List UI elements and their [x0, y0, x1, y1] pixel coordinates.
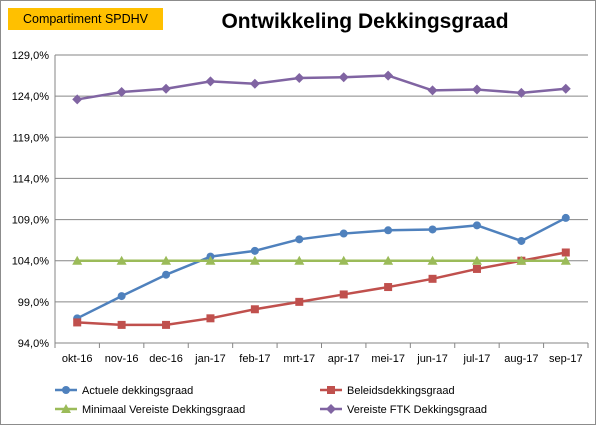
data-point — [339, 290, 348, 299]
data-point — [338, 72, 349, 83]
y-tick-label: 124,0% — [12, 91, 50, 103]
data-point — [517, 236, 526, 245]
x-tick-label: nov-16 — [105, 353, 139, 365]
data-point — [327, 386, 335, 394]
data-point — [471, 255, 482, 265]
legend-entry: Actuele dekkingsgraad — [55, 385, 193, 397]
data-point — [116, 255, 127, 265]
series-3 — [72, 255, 571, 265]
x-tick-labels: okt-16 nov-16 dec-16 jan-17 feb-17 mrt-17 apr-… — [62, 353, 583, 365]
y-tick-labels: 94,0% 99,0% 104,0% 109,0% 114,0% 119,0% 124,0%… — [12, 50, 50, 350]
data-point — [161, 83, 172, 94]
x-tick-label: jun-17 — [416, 353, 448, 365]
series-line — [77, 74, 566, 101]
series-1 — [73, 213, 570, 323]
chart-title: Ontwikkeling Dekkingsgraad — [221, 10, 509, 33]
x-tick-label: aug-17 — [504, 353, 538, 365]
data-point — [162, 270, 171, 279]
data-point — [250, 246, 259, 255]
legend-label: Minimaal Vereiste Dekkingsgraad — [82, 404, 245, 416]
legend-entry: Vereiste FTK Dekkingsgraad — [320, 404, 487, 416]
data-point — [339, 229, 348, 238]
data-point — [427, 85, 438, 96]
series-group — [72, 70, 571, 329]
data-point — [326, 404, 336, 414]
y-tick-label: 119,0% — [13, 132, 50, 144]
data-point — [384, 226, 393, 235]
series-4 — [72, 70, 571, 105]
data-point — [560, 255, 571, 265]
x-tick-label: dec-16 — [149, 353, 183, 365]
data-point — [561, 248, 570, 257]
data-point — [117, 320, 126, 329]
y-tick-label: 104,0% — [12, 256, 50, 268]
data-point — [72, 94, 83, 105]
data-point — [250, 305, 259, 314]
data-point — [62, 386, 70, 394]
data-point — [294, 73, 305, 84]
data-point — [249, 78, 260, 89]
data-point — [205, 76, 216, 87]
compartment-badge: Compartiment SPDHV — [8, 8, 163, 30]
legend-label: Vereiste FTK Dekkingsgraad — [347, 404, 487, 416]
data-point — [73, 318, 82, 327]
y-tick-label: 99,0% — [18, 297, 49, 309]
data-point — [205, 255, 216, 265]
x-tick-label: mrt-17 — [283, 353, 315, 365]
x-tick-label: jan-17 — [194, 353, 226, 365]
data-point — [383, 255, 394, 265]
axes — [54, 55, 589, 348]
data-point — [516, 255, 527, 265]
x-tick-label: jul-17 — [463, 353, 491, 365]
y-tick-label: 129,0% — [12, 50, 50, 62]
data-point — [428, 274, 437, 283]
data-point — [116, 87, 127, 98]
data-point — [560, 83, 571, 94]
data-point — [295, 297, 304, 306]
data-point — [338, 255, 349, 265]
data-point — [161, 255, 172, 265]
data-point — [249, 255, 260, 265]
data-point — [383, 70, 394, 81]
data-point — [72, 255, 83, 265]
x-tick-label: sep-17 — [549, 353, 583, 365]
data-point — [61, 404, 71, 413]
legend-entry: Minimaal Vereiste Dekkingsgraad — [55, 404, 245, 416]
data-point — [471, 84, 482, 95]
data-point — [206, 314, 215, 323]
data-point — [472, 264, 481, 273]
gridlines — [55, 54, 588, 344]
x-tick-label: okt-16 — [62, 353, 93, 365]
data-point — [384, 283, 393, 292]
x-tick-label: feb-17 — [239, 353, 270, 365]
series-line — [77, 251, 567, 327]
legend-entry: Beleidsdekkingsgraad — [320, 385, 455, 397]
x-tick-label: mei-17 — [371, 353, 405, 365]
data-point — [295, 235, 304, 244]
data-point — [561, 213, 570, 222]
x-tick-label: apr-17 — [328, 353, 360, 365]
data-point — [427, 255, 438, 265]
y-tick-label: 109,0% — [12, 215, 50, 227]
data-point — [117, 292, 126, 301]
data-point — [516, 87, 527, 98]
legend-label: Beleidsdekkingsgraad — [347, 385, 455, 397]
data-point — [294, 255, 305, 265]
data-point — [162, 320, 171, 329]
y-tick-label: 94,0% — [18, 338, 49, 350]
data-point — [428, 225, 437, 234]
series-line — [76, 216, 567, 320]
data-point — [472, 221, 481, 230]
legend: Actuele dekkingsgraad Beleidsdekkingsgraa… — [55, 385, 487, 416]
legend-label: Actuele dekkingsgraad — [82, 385, 193, 397]
y-tick-label: 114,0% — [13, 173, 50, 185]
